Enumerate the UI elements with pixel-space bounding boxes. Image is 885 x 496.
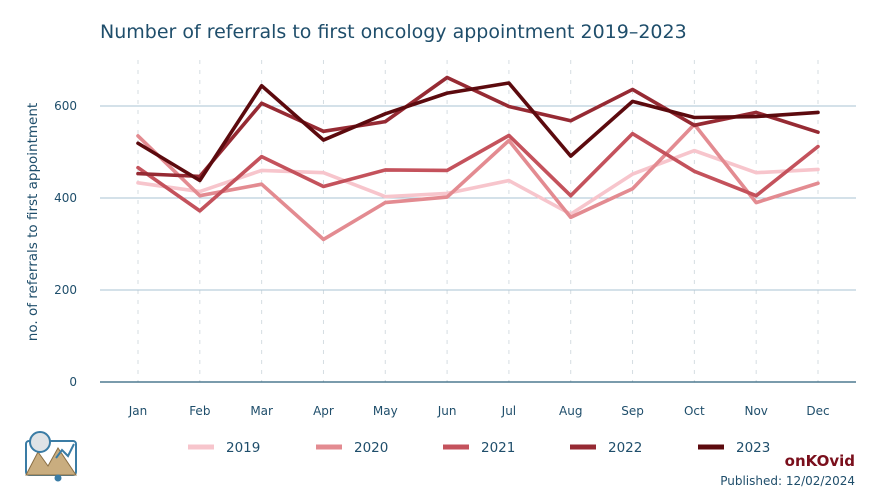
legend-label-2021: 2021: [481, 440, 515, 456]
x-tick-label: Oct: [684, 404, 705, 418]
brand-name: onKOvid: [785, 452, 855, 470]
x-tick-label: Apr: [313, 404, 334, 418]
x-tick-label: Jan: [128, 404, 148, 418]
series-line-2020: [136, 122, 820, 242]
series-line-2021: [136, 131, 820, 213]
legend: 2019 2020 2021 2022 2023: [188, 440, 770, 456]
series-line-2022: [136, 75, 820, 179]
x-axis-ticks: Jan Feb Mar Apr May Jun Jul Aug Sep Oct Nov Dec: [128, 404, 830, 418]
y-tick-label: 400: [54, 191, 77, 205]
x-tick-label: May: [373, 404, 398, 418]
x-tick-label: Sep: [621, 404, 644, 418]
y-tick-label: 0: [69, 375, 77, 389]
y-tick-label: 200: [54, 283, 77, 297]
x-tick-label: Nov: [744, 404, 767, 418]
legend-label-2023: 2023: [736, 440, 770, 456]
x-tick-label: Jun: [437, 404, 457, 418]
gridlines: [100, 60, 856, 382]
series-line-2023: [136, 81, 820, 183]
x-tick-label: Dec: [806, 404, 829, 418]
series-line-2019: [136, 148, 820, 216]
legend-label-2020: 2020: [354, 440, 388, 456]
legend-label-2022: 2022: [608, 440, 642, 456]
y-tick-label: 600: [54, 99, 77, 113]
x-tick-label: Mar: [250, 404, 273, 418]
y-axis-ticks: 0 200 400 600: [54, 99, 77, 389]
x-tick-label: Jul: [501, 404, 516, 418]
published-date: Published: 12/02/2024: [720, 474, 855, 488]
chart-title: Number of referrals to first oncology ap…: [100, 21, 687, 43]
series-lines: [136, 75, 820, 242]
mountain-chart-logo-icon: [25, 431, 77, 482]
legend-label-2019: 2019: [226, 440, 260, 456]
y-axis-title: no. of referrals to first appointment: [25, 103, 41, 341]
x-tick-label: Feb: [189, 404, 210, 418]
x-tick-label: Aug: [559, 404, 582, 418]
